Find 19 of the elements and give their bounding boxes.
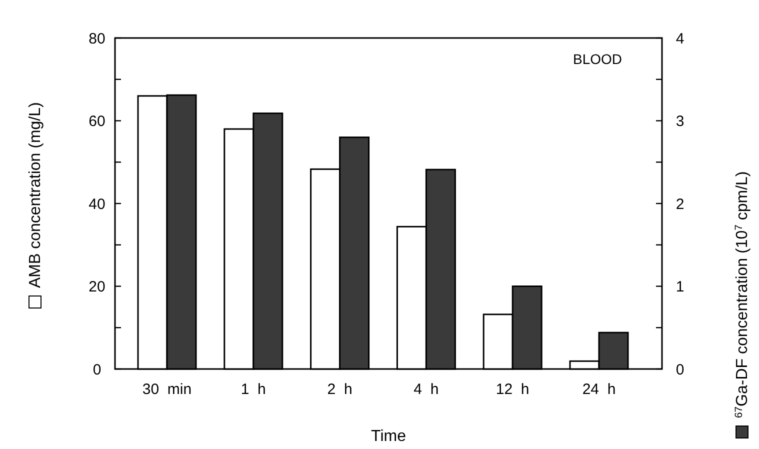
y-axis-title: AMB concentration (mg/L) [27, 102, 44, 288]
y-tick-label: 0 [92, 361, 102, 378]
y2-tick-label: 3 [676, 113, 684, 130]
x-tick-label: 24 h [582, 381, 616, 398]
x-tick-label: 12 h [496, 381, 530, 398]
y-tick-label: 20 [88, 278, 106, 296]
y2-tick-label: 0 [676, 361, 684, 378]
annotation: BLOOD [572, 51, 622, 67]
y2-tick-label: 1 [676, 278, 684, 296]
y-tick-label: 40 [88, 196, 106, 213]
y-tick-label: 80 [88, 30, 106, 48]
x-axis-title: Time [371, 428, 406, 445]
y2-tick-label: 4 [676, 30, 684, 48]
x-tick-label: 30 min [142, 381, 192, 398]
y-tick-label: 60 [88, 113, 106, 130]
x-tick-label: 2 h [327, 381, 352, 398]
x-tick-label: 4 h [414, 381, 439, 398]
y2-tick-label: 2 [676, 196, 684, 213]
x-tick-label: 1 h [240, 381, 266, 398]
